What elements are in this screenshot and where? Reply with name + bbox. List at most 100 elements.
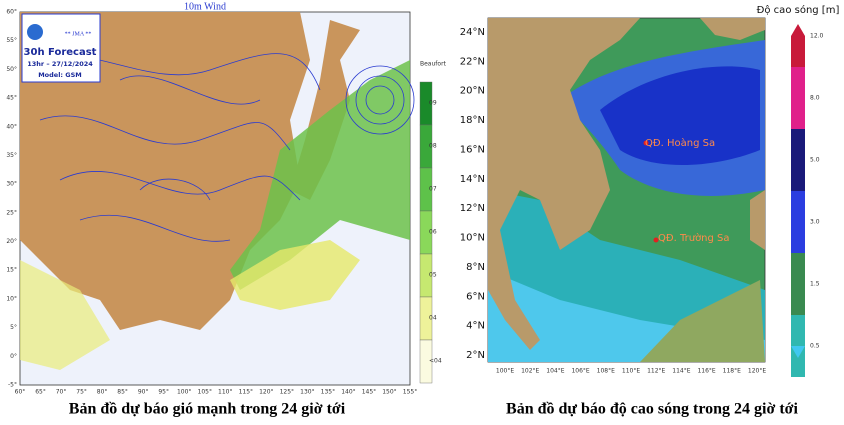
map-title: 10m Wind [184,1,226,12]
lon-label: 125° [280,389,294,396]
lat-label: 10° [6,295,17,302]
lat-label: 0° [10,353,17,360]
lon-label: 140° [341,389,355,396]
scale-label: <04 [429,358,442,365]
scale-swatch [791,253,805,284]
scale-label: 04 [429,315,437,322]
lat-label: 55° [6,37,17,44]
lon-label: 112°E [647,368,665,375]
place-label: QĐ. Trường Sa [658,232,730,244]
time: 13hr – 27/12/2024 [27,60,93,68]
logo [27,24,43,40]
lon-label: 120°E [748,368,766,375]
lat-label: 16°N [460,144,485,155]
strong-wind-area [230,60,410,290]
scale-label: 5.0 [810,157,820,164]
lon-label: 104°E [546,368,564,375]
lat-label: 20° [6,238,17,245]
scale-label: 07 [429,186,437,193]
scale-title: Độ cao sóng [m] [757,4,840,16]
scale-swatch [419,339,433,384]
lon-label: 80° [97,389,108,396]
lon-label: 115° [239,389,253,396]
forecast: 30h Forecast [24,47,97,58]
lon-label: 95° [158,389,169,396]
lon-label: 106°E [571,368,589,375]
wave-map: QĐ. Hoàng Sa QĐ. Trường Sa Độ cao sóng [… [487,4,840,418]
lon-label: 130° [300,389,314,396]
land [640,280,765,362]
lat-label: 6°N [466,291,485,302]
lat-label: -5° [8,382,17,389]
lat-label: 40° [6,123,17,130]
scale-swatch [791,346,805,377]
wave-zone [600,66,760,165]
lon-label: 108°E [597,368,615,375]
scale-label: 08 [429,143,437,150]
lon-label: 102°E [521,368,539,375]
scale-cap [791,24,805,36]
scale-swatch [791,98,805,129]
scale-swatch [791,160,805,191]
lon-label: 90° [138,389,149,396]
scale-label: 05 [429,272,437,279]
lon-label: 100°E [496,368,514,375]
lon-label: 118°E [723,368,741,375]
lon-label: 85° [117,389,128,396]
lon-label: 116°E [697,368,715,375]
lat-label: 25° [6,209,17,216]
agency: ** JMA ** [65,31,92,37]
lat-label: 12°N [460,203,485,214]
wind-area [20,260,110,370]
lat-label: 14°N [460,174,485,185]
lat-label: 22°N [460,56,485,67]
scale-swatch [791,36,805,67]
scale-label: 09 [429,100,437,107]
lat-label: 2°N [466,350,485,361]
place-marker [643,140,649,146]
land [750,190,765,250]
lat-label: 30° [6,181,17,188]
lat-label: 50° [6,66,17,73]
lat-label: 18°N [460,115,485,126]
lon-label: 145° [362,389,376,396]
lon-label: 120° [259,389,273,396]
scale-swatch [791,284,805,315]
wind-map: 10m Wind ** JMA ** 30h Forecast 13hr – 2… [19,1,447,418]
scale-title: Beaufort [420,61,447,68]
lon-label: 114°E [672,368,690,375]
scale-swatch [791,191,805,222]
lat-label: 24°N [460,27,485,38]
lon-label: 155° [403,389,417,396]
lon-label: 100° [177,389,191,396]
lat-label: 5° [10,324,17,331]
scale-label: 12.0 [810,33,824,40]
lat-label: 20°N [460,86,485,97]
lat-label: 10°N [460,233,485,244]
lat-label: 8°N [466,262,485,273]
lat-label: 35° [6,152,17,159]
lon-label: 75° [76,389,87,396]
lon-label: 105° [198,389,212,396]
land [20,12,310,330]
scale-label: 1.5 [810,281,820,288]
lon-label: 150° [382,389,396,396]
place-label: QĐ. Hoàng Sa [645,137,715,149]
wind-area [230,240,360,310]
scale-label: 8.0 [810,95,820,102]
lon-label: 110° [218,389,232,396]
scale-swatch [791,129,805,160]
lat-label: 45° [6,95,17,102]
lat-label: 4°N [466,321,485,332]
scale-label: 3.0 [810,219,820,226]
lon-label: 60° [15,389,26,396]
scale-label: 0.5 [810,343,820,350]
lon-label: 65° [35,389,46,396]
isobars [29,53,415,242]
scale-cap [791,346,805,358]
caption: Bản đồ dự báo độ cao sóng trong 24 giờ t… [506,401,799,418]
land [488,18,640,350]
scale-label: 06 [429,229,437,236]
place-marker [653,237,659,243]
